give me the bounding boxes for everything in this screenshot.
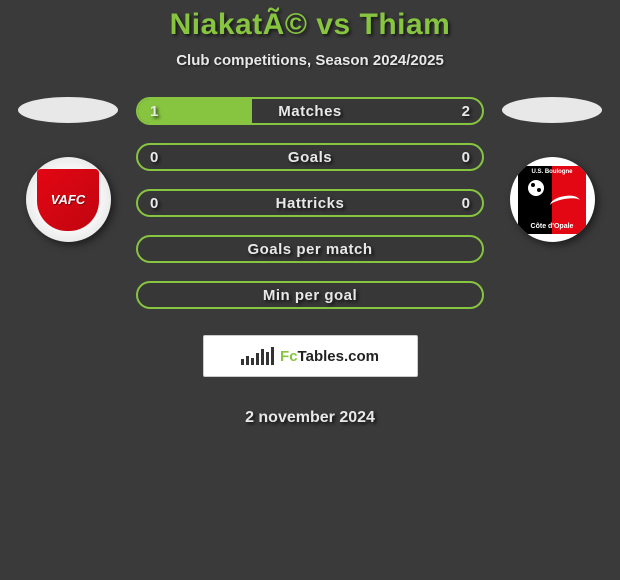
stat-value-right: 0 <box>462 195 470 212</box>
stat-value-right: 2 <box>462 103 470 120</box>
right-badge-bottom-text: Côte d'Opale <box>531 223 574 230</box>
right-badge-inner: U.S. Boulogne Côte d'Opale <box>518 166 586 234</box>
brand-box[interactable]: FcTables.com <box>203 335 418 377</box>
soccer-ball-icon <box>528 180 544 196</box>
right-column: U.S. Boulogne Côte d'Opale <box>502 97 602 242</box>
left-ellipse <box>18 97 118 123</box>
stats-column: 1 2 Matches 0 0 Goals 0 0 Hattricks Goals per mat… <box>136 97 484 427</box>
stat-pill: 0 0 Hattricks <box>136 189 484 217</box>
stat-label: Goals per match <box>247 241 372 258</box>
date-text: 2 november 2024 <box>245 409 375 427</box>
right-badge-top-text: U.S. Boulogne <box>518 169 586 175</box>
swoosh-icon <box>549 193 581 212</box>
left-column: VAFC <box>18 97 118 242</box>
stat-pill: 0 0 Goals <box>136 143 484 171</box>
stat-pill: Min per goal <box>136 281 484 309</box>
stat-value-left: 0 <box>150 195 158 212</box>
right-club-badge: U.S. Boulogne Côte d'Opale <box>510 157 595 242</box>
brand-text: FcTables.com <box>280 348 379 365</box>
right-ellipse <box>502 97 602 123</box>
stat-label: Min per goal <box>263 287 357 304</box>
comparison-infographic: NiakatÃ© vs Thiam Club competitions, Sea… <box>0 0 620 427</box>
stat-label: Matches <box>278 103 342 120</box>
main-row: VAFC 1 2 Matches 0 0 Goals 0 0 Hattricks Goals pe… <box>0 97 620 427</box>
left-club-badge: VAFC <box>26 157 111 242</box>
stat-value-right: 0 <box>462 149 470 166</box>
left-badge-text: VAFC <box>37 169 99 231</box>
page-title: NiakatÃ© vs Thiam <box>0 8 620 42</box>
stat-pill: Goals per match <box>136 235 484 263</box>
stat-label: Goals <box>288 149 332 166</box>
stat-value-left: 0 <box>150 149 158 166</box>
stat-pill: 1 2 Matches <box>136 97 484 125</box>
stat-value-left: 1 <box>150 103 158 120</box>
stat-label: Hattricks <box>276 195 345 212</box>
chart-bars-icon <box>241 347 274 365</box>
subtitle: Club competitions, Season 2024/2025 <box>0 52 620 69</box>
